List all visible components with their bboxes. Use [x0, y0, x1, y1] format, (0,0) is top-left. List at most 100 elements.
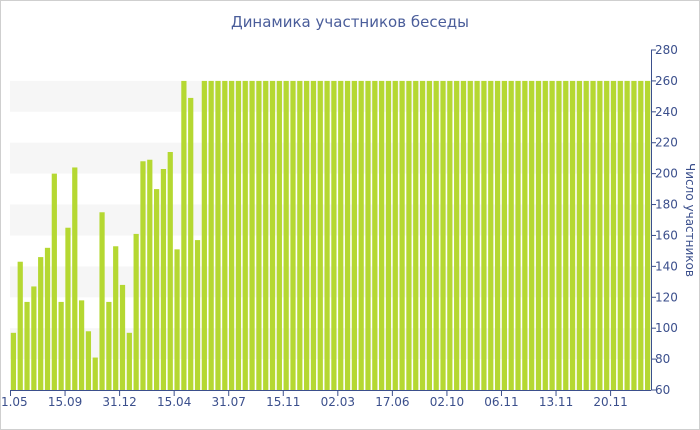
y-tick-label: 180 — [655, 198, 678, 212]
bar — [331, 80, 337, 390]
grid-band — [10, 80, 651, 112]
y-tick-label: 140 — [655, 259, 678, 273]
bar — [399, 80, 405, 390]
bar — [290, 80, 296, 390]
x-tick-label: 17.06 — [375, 395, 409, 409]
bar — [351, 80, 357, 390]
bar — [65, 227, 71, 390]
bar — [99, 212, 105, 390]
bar — [126, 332, 132, 390]
bar — [324, 80, 330, 390]
bar — [269, 80, 276, 390]
bar — [38, 257, 44, 390]
bar — [406, 80, 412, 390]
bar — [522, 80, 528, 390]
bar — [106, 301, 112, 390]
bar — [460, 80, 467, 390]
bar — [256, 80, 262, 390]
bar — [508, 80, 514, 390]
chart-title: Динамика участников беседы — [230, 13, 470, 31]
bar — [631, 80, 637, 390]
bar — [44, 247, 51, 390]
bar — [447, 80, 453, 390]
bar — [174, 249, 180, 390]
bar — [140, 161, 146, 390]
bar — [92, 357, 98, 390]
bar — [569, 80, 576, 390]
bar — [494, 80, 501, 390]
bar — [113, 246, 119, 390]
bar — [379, 80, 385, 390]
bar — [638, 80, 644, 390]
bar — [78, 300, 85, 390]
bar — [133, 233, 139, 390]
bar — [51, 173, 57, 390]
bar — [365, 80, 371, 390]
bar — [160, 169, 167, 390]
bar — [467, 80, 473, 390]
bar — [58, 301, 64, 390]
y-axis-title: Число участников — [683, 163, 697, 277]
bar — [24, 301, 30, 390]
x-tick-label: 06.11 — [484, 395, 518, 409]
bar — [85, 331, 92, 390]
grid-band — [10, 266, 651, 298]
bar — [283, 80, 289, 390]
x-tick-label: 15.09 — [48, 395, 82, 409]
bar — [310, 80, 317, 390]
bar — [481, 80, 487, 390]
x-tick-label: 31.07 — [212, 395, 246, 409]
bar — [338, 80, 344, 390]
bar — [433, 80, 439, 390]
bar — [17, 261, 23, 390]
bar — [229, 80, 235, 390]
x-tick-label: 13.11 — [539, 395, 573, 409]
bar — [215, 80, 221, 390]
bar — [358, 80, 364, 390]
y-tick-label: 220 — [655, 136, 678, 150]
y-tick-label: 80 — [655, 352, 670, 366]
bar — [385, 80, 392, 390]
bar — [10, 332, 17, 390]
bar-series — [10, 80, 651, 390]
bar — [201, 80, 207, 390]
bar — [597, 80, 603, 390]
bar — [276, 80, 282, 390]
bar — [617, 80, 623, 390]
x-axis: 31.05 15.09 31.12 15.04 31.07 15.11 02.03 17.06… — [0, 390, 651, 409]
bar — [535, 80, 542, 390]
bar — [644, 80, 651, 390]
bar — [167, 152, 173, 390]
x-tick-label: 02.10 — [430, 395, 464, 409]
x-tick-label: 15.11 — [266, 395, 300, 409]
bar — [31, 286, 37, 390]
y-axis: 60 80 100 120 140 160 180 200 220 240 260 280 — [651, 43, 678, 397]
grid-band — [10, 204, 651, 236]
bar — [610, 80, 617, 390]
bar — [72, 167, 78, 390]
y-tick-label: 260 — [655, 74, 678, 88]
x-tick-label: 31.12 — [102, 395, 136, 409]
bar — [181, 80, 187, 390]
bar — [119, 284, 126, 390]
bar — [235, 80, 242, 390]
bar — [208, 80, 214, 390]
x-tick-label: 20.11 — [593, 395, 627, 409]
bar — [372, 80, 378, 390]
bar — [488, 80, 494, 390]
y-tick-label: 280 — [655, 43, 678, 57]
grid-bands — [10, 80, 651, 360]
bar — [194, 240, 201, 390]
y-tick-label: 160 — [655, 228, 678, 242]
bar — [563, 80, 569, 390]
bar — [317, 80, 323, 390]
bar — [419, 80, 426, 390]
bar — [515, 80, 521, 390]
bar — [474, 80, 480, 390]
x-tick-label: 02.03 — [321, 395, 355, 409]
bar — [222, 80, 228, 390]
bar — [556, 80, 562, 390]
bar — [249, 80, 255, 390]
bar — [147, 159, 153, 390]
